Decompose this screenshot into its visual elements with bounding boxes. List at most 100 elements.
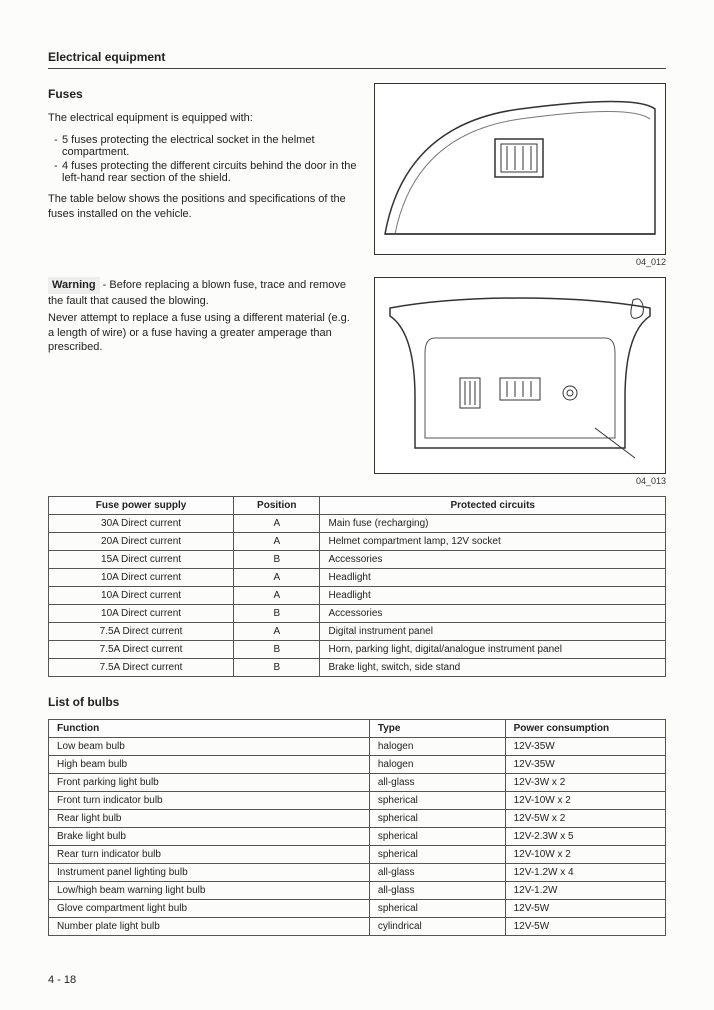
cell: all-glass [369,864,505,882]
warning-body2: Never attempt to replace a fuse using a … [48,311,358,356]
cell: 12V-35W [505,738,665,756]
table-row: Front parking light bulball-glass12V-3W … [49,774,666,792]
page-number: 4 - 18 [48,974,76,986]
cell: spherical [369,828,505,846]
cell: A [234,587,320,605]
figure-1 [374,83,666,255]
table-row: 10A Direct currentBAccessories [49,605,666,623]
cell: B [234,605,320,623]
cell: 30A Direct current [49,515,234,533]
table-row: 30A Direct currentAMain fuse (recharging… [49,515,666,533]
cell: B [234,659,320,677]
cell: Headlight [320,587,666,605]
table-row: Rear turn indicator bulbspherical12V-10W… [49,846,666,864]
col-header: Protected circuits [320,497,666,515]
bulbs-heading: List of bulbs [48,695,666,709]
cell: Brake light, switch, side stand [320,659,666,677]
figure-2-caption: 04_013 [374,476,666,486]
cell: Accessories [320,605,666,623]
cell: 12V-1.2W [505,882,665,900]
cell: A [234,569,320,587]
cell: 7.5A Direct current [49,623,234,641]
table-row: 10A Direct currentAHeadlight [49,587,666,605]
warning-section: Warning - Before replacing a blown fuse,… [48,277,666,486]
fuses-note: The table below shows the positions and … [48,192,358,222]
cell: cylindrical [369,918,505,936]
cell: Front turn indicator bulb [49,792,370,810]
bulbs-table: Function Type Power consumption Low beam… [48,719,666,936]
warning-label: Warning [48,277,100,294]
cell: Horn, parking light, digital/analogue in… [320,641,666,659]
cell: halogen [369,738,505,756]
cell: Number plate light bulb [49,918,370,936]
cell: 12V-2.3W x 5 [505,828,665,846]
cell: 12V-5W x 2 [505,810,665,828]
table-row: Number plate light bulbcylindrical12V-5W [49,918,666,936]
cell: A [234,533,320,551]
table-header-row: Fuse power supply Position Protected cir… [49,497,666,515]
table-row: 7.5A Direct currentADigital instrument p… [49,623,666,641]
table-row: 7.5A Direct currentBBrake light, switch,… [49,659,666,677]
col-header: Fuse power supply [49,497,234,515]
col-header: Function [49,720,370,738]
table-row: 7.5A Direct currentBHorn, parking light,… [49,641,666,659]
table-row: Low beam bulbhalogen12V-35W [49,738,666,756]
table-row: 10A Direct currentAHeadlight [49,569,666,587]
fuses-item: 5 fuses protecting the electrical socket… [54,134,358,158]
fuses-heading: Fuses [48,87,358,101]
cell: halogen [369,756,505,774]
cell: Rear turn indicator bulb [49,846,370,864]
cell: 7.5A Direct current [49,641,234,659]
table-row: Low/high beam warning light bulball-glas… [49,882,666,900]
fuses-section: Fuses The electrical equipment is equipp… [48,83,666,267]
cell: 15A Direct current [49,551,234,569]
table-header-row: Function Type Power consumption [49,720,666,738]
cell: 12V-1.2W x 4 [505,864,665,882]
figure-1-caption: 04_012 [374,257,666,267]
table-row: High beam bulbhalogen12V-35W [49,756,666,774]
cell: spherical [369,846,505,864]
cell: Main fuse (recharging) [320,515,666,533]
cell: Front parking light bulb [49,774,370,792]
cell: 10A Direct current [49,587,234,605]
table-row: Front turn indicator bulbspherical12V-10… [49,792,666,810]
cell: 10A Direct current [49,605,234,623]
cell: 20A Direct current [49,533,234,551]
cell: 12V-3W x 2 [505,774,665,792]
cell: spherical [369,792,505,810]
cell: spherical [369,810,505,828]
table-row: Brake light bulbspherical12V-2.3W x 5 [49,828,666,846]
col-header: Position [234,497,320,515]
cell: Digital instrument panel [320,623,666,641]
cell: 12V-10W x 2 [505,792,665,810]
cell: Headlight [320,569,666,587]
cell: High beam bulb [49,756,370,774]
cell: B [234,641,320,659]
cell: 12V-10W x 2 [505,846,665,864]
cell: 7.5A Direct current [49,659,234,677]
page-title: Electrical equipment [48,50,666,69]
cell: all-glass [369,774,505,792]
fuse-table: Fuse power supply Position Protected cir… [48,496,666,677]
cell: Rear light bulb [49,810,370,828]
col-header: Power consumption [505,720,665,738]
table-row: 20A Direct currentAHelmet compartment la… [49,533,666,551]
cell: 10A Direct current [49,569,234,587]
cell: B [234,551,320,569]
fuses-list: 5 fuses protecting the electrical socket… [48,134,358,184]
cell: Brake light bulb [49,828,370,846]
cell: A [234,515,320,533]
table-row: 15A Direct currentBAccessories [49,551,666,569]
cell: Low/high beam warning light bulb [49,882,370,900]
cell: 12V-5W [505,900,665,918]
cell: Helmet compartment lamp, 12V socket [320,533,666,551]
table-row: Rear light bulbspherical12V-5W x 2 [49,810,666,828]
manual-page: Electrical equipment Fuses The electrica… [0,0,714,1010]
cell: Instrument panel lighting bulb [49,864,370,882]
cell: Glove compartment light bulb [49,900,370,918]
cell: spherical [369,900,505,918]
fuses-intro: The electrical equipment is equipped wit… [48,111,358,126]
table-row: Glove compartment light bulbspherical12V… [49,900,666,918]
col-header: Type [369,720,505,738]
cell: 12V-5W [505,918,665,936]
